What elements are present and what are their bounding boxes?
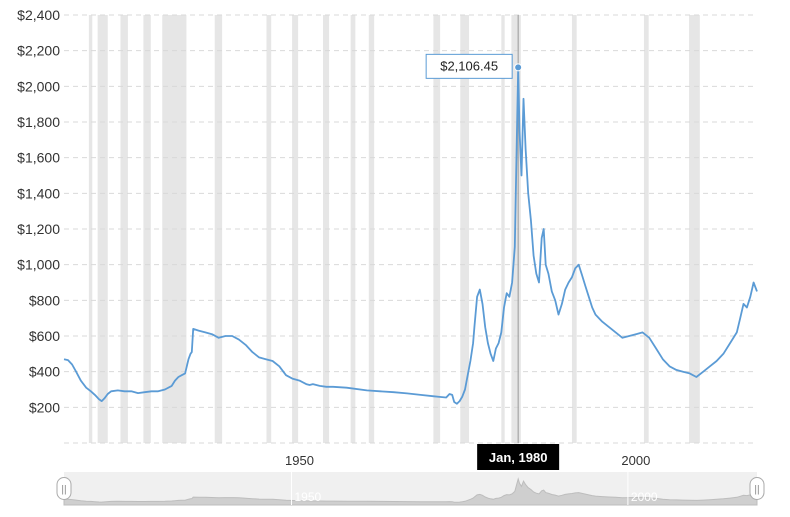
right-handle-grip-icon[interactable]: || [754,485,759,496]
crosshair-date-text: Jan, 1980 [489,450,548,465]
navigator-labels: 1950 2000 [290,472,658,505]
price-series-line[interactable] [63,66,758,405]
gridlines [64,14,757,444]
y-tick-label: $2,400 [17,7,60,23]
y-tick-label: $800 [29,292,60,308]
x-tick-label: 1950 [285,453,314,468]
x-axis-ticks: 1950 2000 [285,453,650,468]
left-handle-box[interactable] [56,477,72,500]
crosshair-date-box [477,444,560,470]
recession-band [571,15,577,443]
tooltip-box [425,53,513,79]
y-tick-label: $400 [29,364,60,380]
navigator-label: 1950 [294,490,321,504]
y-tick-label: $1,200 [17,221,60,237]
y-tick-label: $1,400 [17,185,60,201]
range-navigator[interactable]: 1950 2000 || || [56,472,765,506]
y-tick-label: $2,000 [17,78,60,94]
y-tick-label: $1,800 [17,114,60,130]
navigator-left-handle[interactable]: || [56,477,72,500]
recession-band [88,15,93,443]
crosshair-date-label: Jan, 1980 [477,444,560,470]
recession-band [266,15,272,443]
y-axis-ticks: $200 $400 $600 $800 $1,000 $1,200 $1,400 $1,600… [17,7,60,415]
left-handle-grip-icon[interactable]: || [61,485,66,496]
tooltip-value: $2,106.45 [440,58,498,73]
x-tick-label: 2000 [621,453,650,468]
recession-band [501,15,505,443]
highlight-point-marker [514,63,523,72]
navigator-label: 2000 [631,490,658,504]
recession-band [120,15,128,443]
y-tick-label: $200 [29,399,60,415]
right-handle-box[interactable] [749,477,765,500]
value-tooltip: $2,106.45 [425,53,513,79]
navigator-right-handle[interactable]: || [749,477,765,500]
y-tick-label: $1,000 [17,257,60,273]
recession-band [643,15,649,443]
recession-band [292,15,299,443]
y-tick-label: $600 [29,328,60,344]
y-tick-label: $1,600 [17,150,60,166]
y-tick-label: $2,200 [17,43,60,59]
